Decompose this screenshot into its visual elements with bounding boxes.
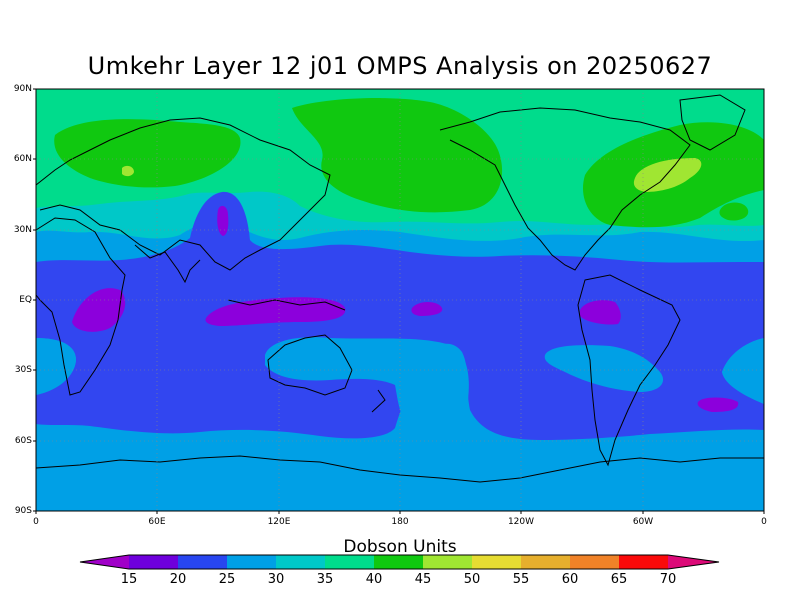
colorbar-title: Dobson Units [343,537,457,557]
lon-label: 120W [507,517,535,527]
colorbar-label: 20 [169,572,187,587]
colorbar-high-arrow [668,555,719,569]
coastline-south-america [577,274,681,467]
colorbar-low-arrow [80,555,129,569]
contour-mid-south-america [544,345,664,392]
map-title: Umkehr Layer 12 j01 OMPS Analysis on 202… [87,52,713,80]
coastline-greenland [679,94,746,151]
colorbar-label: 45 [414,572,432,587]
axis-ticks [33,88,765,514]
colorbar-swatch [521,555,570,569]
contour-purple-america [580,300,621,325]
contour-purple-tibet [217,205,229,236]
colorbar-label: 55 [512,572,530,587]
contour-lime-hudson [633,158,702,192]
contour-purple-south-atlantic [697,397,739,412]
lat-label: 60N [13,154,32,164]
coastlines [35,94,764,483]
colorbar-swatch [178,555,227,569]
colorbar-label: 30 [267,572,285,587]
colorbar-label: 40 [365,572,383,587]
colorbar-label: 25 [218,572,236,587]
contour-purple-africa [72,288,126,332]
coastline-africa [35,217,126,396]
colorbar-label: 35 [316,572,334,587]
contour-mid-atlantic [722,338,764,404]
coastline-north-america [439,107,691,271]
lon-label: 180 [391,517,409,527]
lat-label: 90S [14,506,32,516]
colorbar-swatch [227,555,276,569]
colorbar-swatch [619,555,668,569]
contour-green-atlantic [719,202,749,221]
colorbar-swatch [570,555,619,569]
colorbar-label: 15 [120,572,138,587]
lon-label: 0 [33,517,39,527]
lon-label: 0 [761,517,767,527]
colorbar-outline [79,554,720,570]
contour-purple-pacific [411,302,443,316]
contour-purple-indonesia [205,297,346,326]
contour-mid-africa [36,338,76,395]
colorbar-swatch [374,555,423,569]
graticule [36,89,764,511]
coastline-indonesia [227,299,346,311]
coastline-antarctica [35,455,764,483]
contour-green-asia [54,119,241,188]
coastline-eurasia [35,117,331,271]
colorbar-swatch [325,555,374,569]
lon-label: 60E [148,517,166,527]
colorbar [79,554,720,570]
colorbar-label: 65 [610,572,628,587]
lat-label: 30N [13,225,32,235]
lat-label: EQ [19,295,32,305]
lat-label: 90N [13,84,32,94]
colorbar-label: 50 [463,572,481,587]
colorbar-label: 70 [659,572,677,587]
lon-label: 120E [267,517,291,527]
colorbar-label: 60 [561,572,579,587]
lat-label: 60S [14,436,32,446]
coastline-australia [267,334,353,396]
lat-label: 30S [14,365,32,375]
colorbar-swatch [423,555,472,569]
coastline-india [134,244,201,284]
lon-label: 60W [632,517,654,527]
colorbar-swatch [472,555,521,569]
contour-green-pacific [292,98,503,213]
coastline-new-zealand [371,389,386,413]
colorbar-swatch [276,555,325,569]
contour-lime-siberia [122,165,134,177]
colorbar-swatch [129,555,178,569]
contour-mid-southern-pacific [265,337,469,429]
